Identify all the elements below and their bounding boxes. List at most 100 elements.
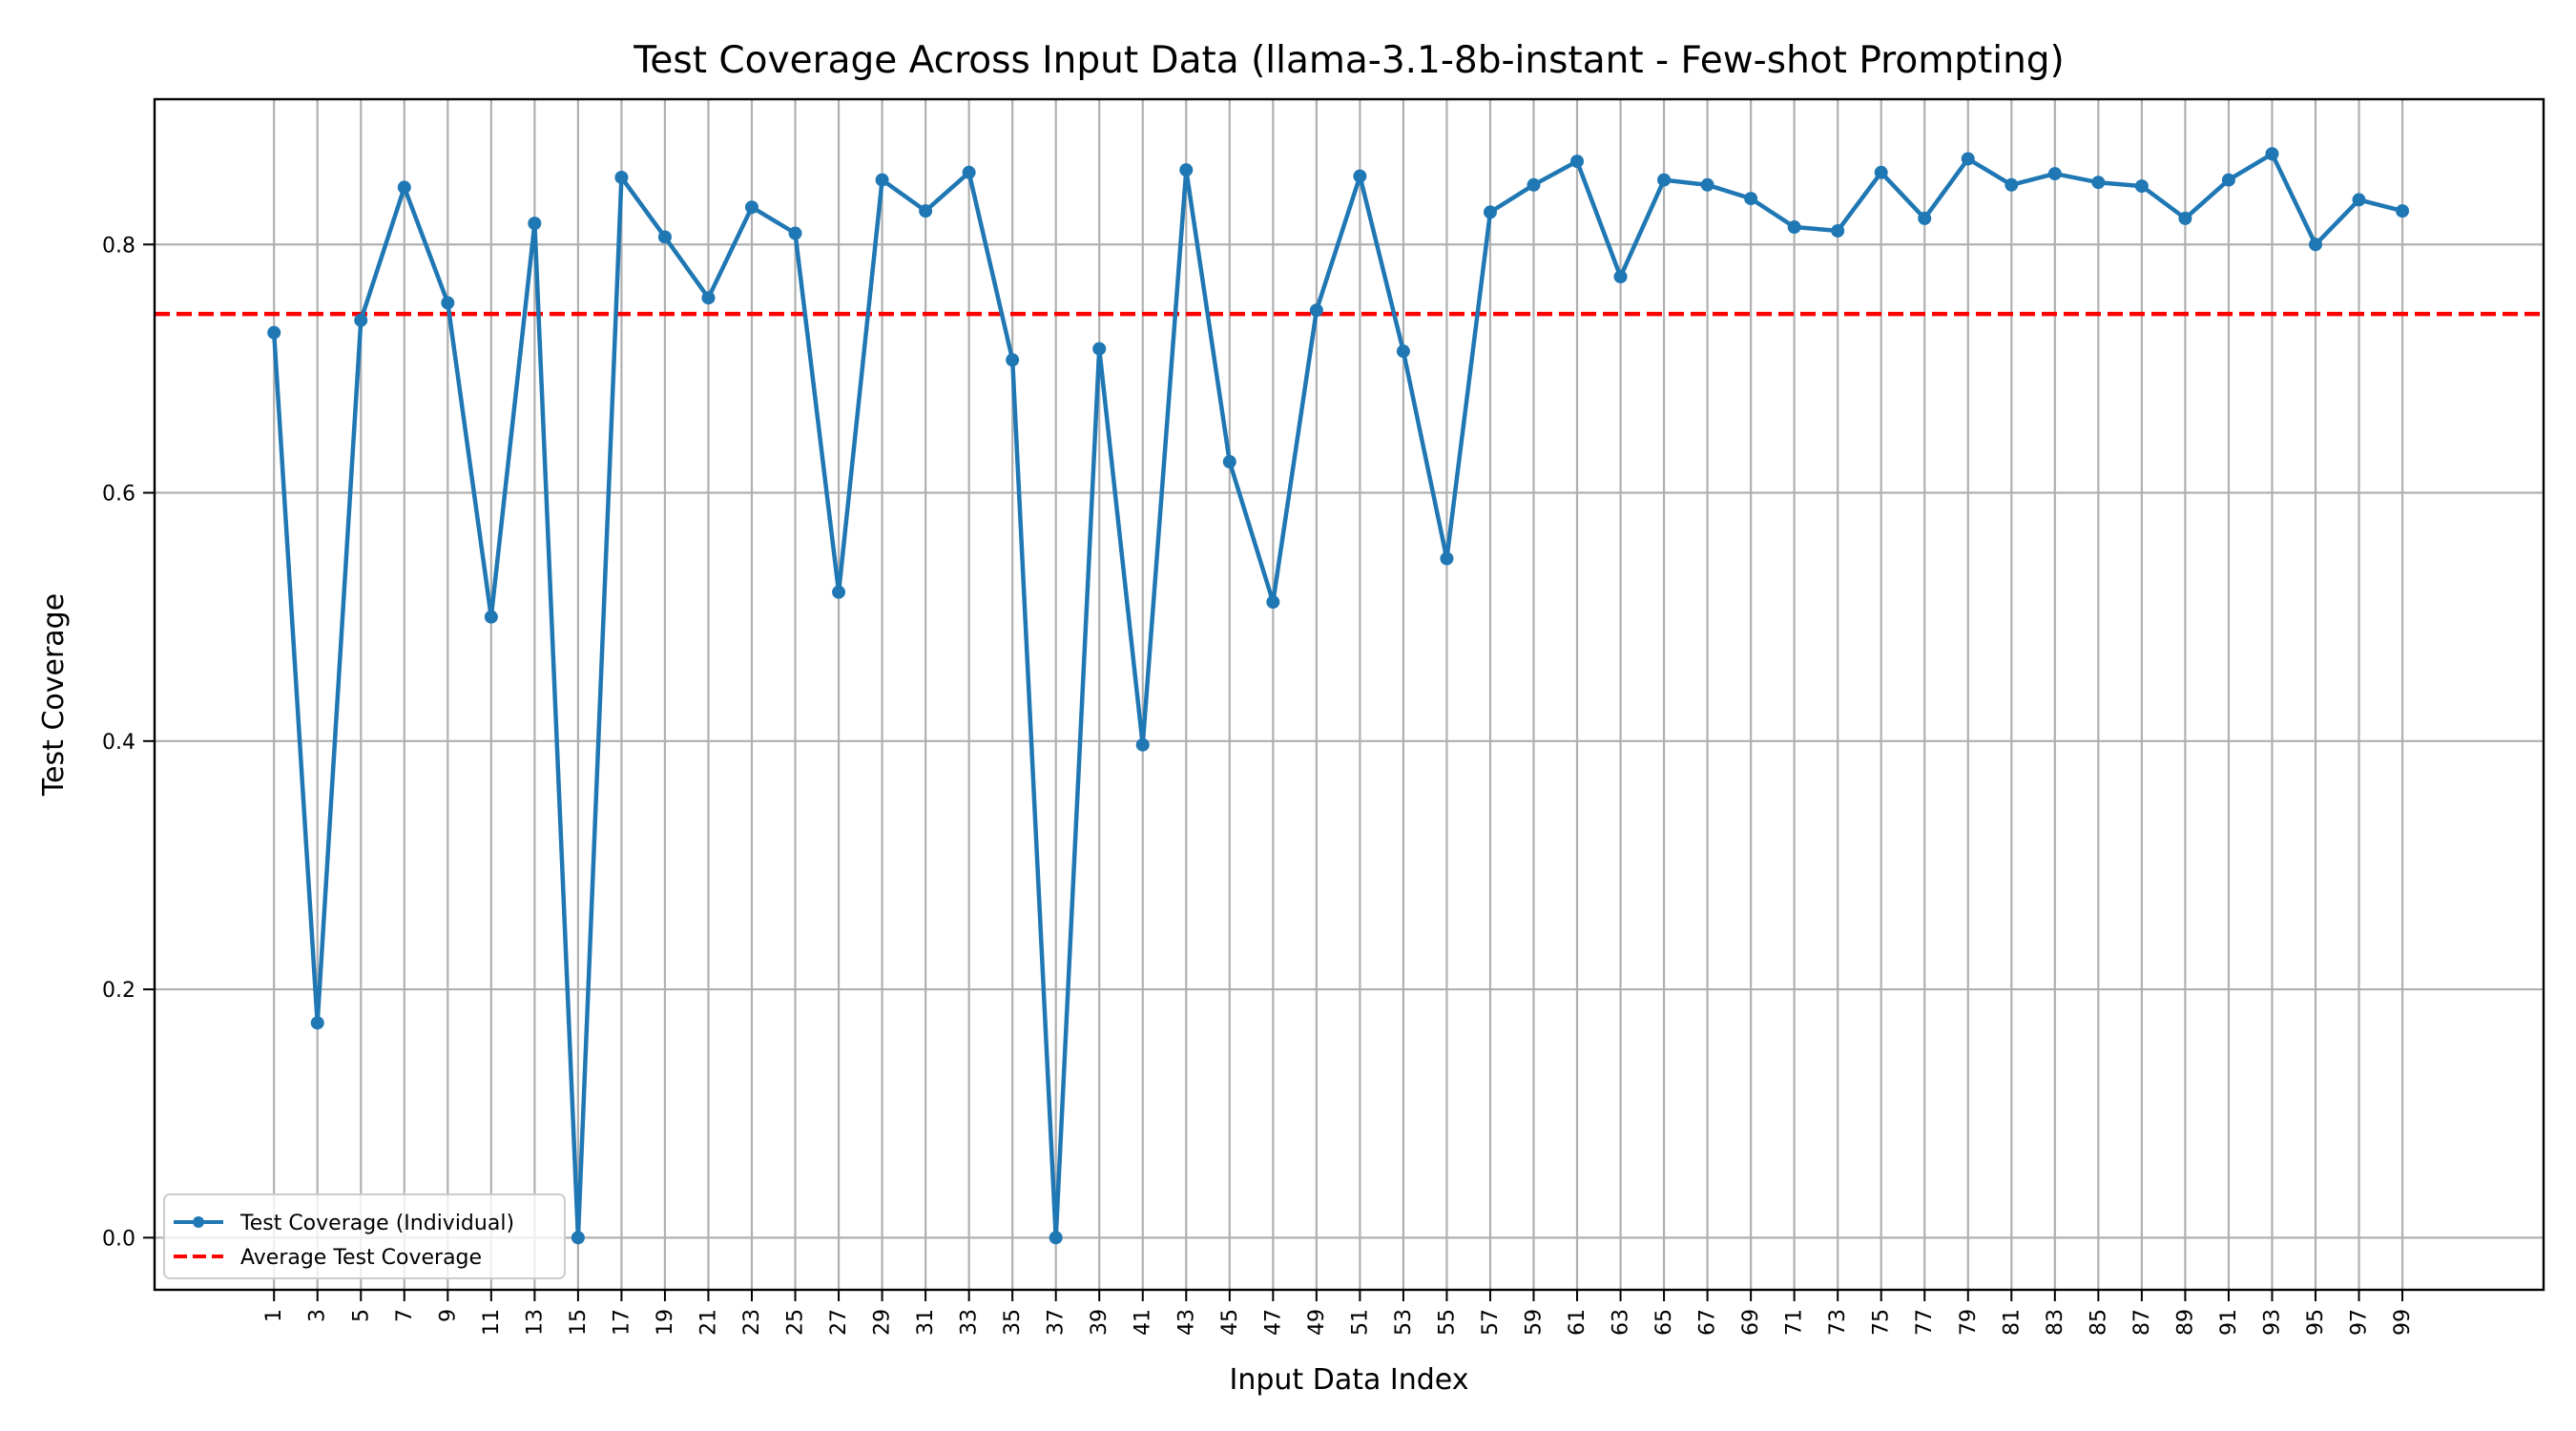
x-tick-label: 9: [436, 1309, 460, 1322]
data-point: [962, 165, 976, 179]
x-tick-label: 75: [1870, 1309, 1894, 1336]
y-axis-label: Test Coverage: [37, 593, 71, 797]
x-tick-label: 27: [827, 1309, 851, 1336]
data-point: [1874, 165, 1888, 179]
data-point: [745, 200, 758, 215]
x-axis-ticks: 1 3 5 7 9 11 13 15 17 19 21 23 25 27 29 31 33 35 37 39 41 43 4…: [262, 1290, 2415, 1336]
x-tick-label: 49: [1305, 1309, 1329, 1336]
x-tick-label: 83: [2044, 1309, 2067, 1336]
data-point: [1831, 223, 1845, 238]
x-tick-label: 85: [2087, 1309, 2110, 1336]
x-tick-label: 59: [1522, 1309, 1546, 1336]
x-tick-label: 89: [2173, 1309, 2197, 1336]
data-point: [701, 291, 716, 305]
data-point: [919, 204, 933, 218]
data-point: [2221, 173, 2235, 187]
x-tick-label: 69: [1739, 1309, 1763, 1336]
data-point: [2396, 204, 2410, 218]
x-tick-label: 47: [1261, 1309, 1285, 1336]
y-tick-label: 0.2: [102, 979, 135, 1003]
y-tick-label: 0.8: [102, 234, 135, 258]
x-tick-label: 51: [1348, 1309, 1372, 1336]
legend-marker-individual: [193, 1216, 204, 1228]
data-point: [1092, 342, 1107, 356]
data-point: [1353, 169, 1367, 183]
data-point: [832, 585, 846, 599]
x-tick-label: 81: [2000, 1309, 2024, 1336]
grid-lines: [155, 99, 2544, 1290]
data-point: [1440, 551, 1454, 566]
y-tick-label: 0.6: [102, 483, 135, 507]
data-point: [1049, 1231, 1063, 1245]
y-tick-label: 0.0: [102, 1227, 135, 1251]
x-tick-label: 31: [914, 1309, 938, 1336]
data-point: [875, 173, 889, 187]
data-point: [1918, 211, 1932, 225]
legend-box: [163, 1193, 566, 1279]
x-tick-label: 55: [1435, 1309, 1459, 1336]
data-point: [571, 1231, 585, 1245]
x-tick-label: 57: [1479, 1309, 1503, 1336]
x-tick-label: 33: [958, 1309, 982, 1336]
x-tick-label: 95: [2304, 1309, 2328, 1336]
data-point: [1570, 155, 1585, 169]
data-point: [310, 1016, 324, 1030]
data-point: [354, 313, 368, 327]
data-point: [788, 226, 802, 240]
x-tick-label: 21: [696, 1309, 720, 1336]
data-point: [2308, 238, 2322, 252]
data-point: [1657, 173, 1672, 187]
x-tick-label: 15: [567, 1309, 591, 1336]
x-tick-label: 71: [1783, 1309, 1807, 1336]
x-tick-label: 3: [306, 1309, 330, 1322]
legend-label-average: Average Test Coverage: [240, 1246, 482, 1270]
x-tick-label: 13: [523, 1309, 547, 1336]
x-tick-label: 41: [1132, 1309, 1155, 1336]
x-tick-label: 63: [1610, 1309, 1633, 1336]
data-points: [267, 147, 2410, 1245]
series-line-layer: [271, 152, 2403, 1240]
plot-frame: [153, 97, 2545, 1292]
x-tick-label: 67: [1696, 1309, 1720, 1336]
data-point: [1179, 163, 1194, 177]
data-point: [397, 180, 411, 195]
data-point: [1787, 220, 1801, 235]
chart-title: Test Coverage Across Input Data (llama-3…: [633, 39, 2065, 82]
y-axis-ticks: 0.0 0.2 0.4 0.6 0.8: [102, 234, 155, 1251]
x-tick-label: 93: [2260, 1309, 2284, 1336]
x-tick-label: 37: [1045, 1309, 1069, 1336]
data-point: [2005, 177, 2019, 192]
x-tick-label: 99: [2391, 1309, 2415, 1336]
data-point: [1527, 177, 1541, 192]
x-tick-label: 65: [1652, 1309, 1676, 1336]
data-point: [267, 325, 281, 340]
data-point: [2047, 167, 2062, 181]
data-point: [2091, 176, 2106, 190]
data-point: [484, 610, 498, 624]
x-tick-label: 23: [740, 1309, 764, 1336]
x-tick-label: 77: [1913, 1309, 1937, 1336]
x-tick-label: 35: [1001, 1309, 1025, 1336]
data-point: [614, 170, 629, 184]
data-point: [1309, 303, 1323, 318]
data-point: [1613, 270, 1628, 284]
x-tick-label: 87: [2130, 1309, 2154, 1336]
legend: Test Coverage (Individual) Average Test …: [163, 1193, 566, 1279]
legend-label-individual: Test Coverage (Individual): [239, 1212, 514, 1235]
data-point: [2134, 179, 2149, 194]
x-tick-label: 43: [1174, 1309, 1198, 1336]
x-tick-label: 1: [262, 1309, 286, 1322]
x-tick-label: 45: [1218, 1309, 1242, 1336]
x-tick-label: 53: [1392, 1309, 1416, 1336]
data-point: [1961, 152, 1975, 166]
x-tick-label: 97: [2348, 1309, 2372, 1336]
data-point: [2265, 147, 2279, 161]
data-point: [1700, 177, 1714, 192]
data-point: [2352, 193, 2366, 207]
x-tick-label: 61: [1566, 1309, 1589, 1336]
y-tick-label: 0.4: [102, 731, 135, 755]
data-point: [657, 230, 672, 244]
x-tick-label: 73: [1826, 1309, 1850, 1336]
data-point: [528, 217, 542, 231]
